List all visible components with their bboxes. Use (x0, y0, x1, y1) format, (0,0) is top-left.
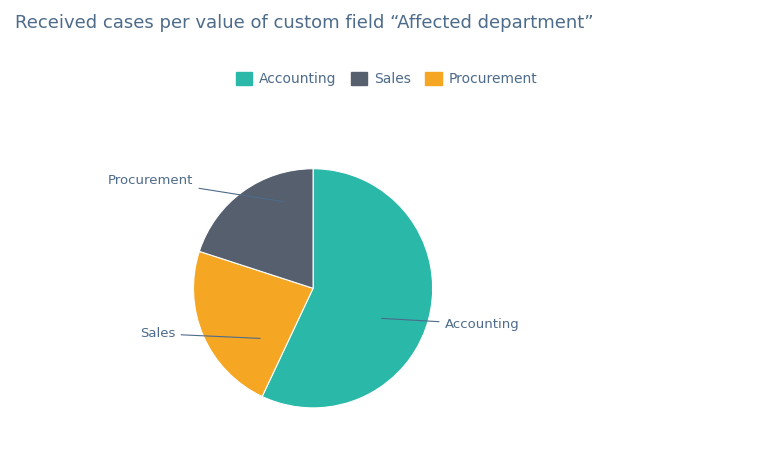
Text: Received cases per value of custom field “Affected department”: Received cases per value of custom field… (15, 14, 594, 32)
Wedge shape (199, 169, 313, 288)
Text: Sales: Sales (140, 327, 260, 340)
Text: Accounting: Accounting (382, 318, 519, 331)
Legend: Accounting, Sales, Procurement: Accounting, Sales, Procurement (230, 66, 543, 92)
Wedge shape (262, 169, 433, 408)
Wedge shape (193, 252, 313, 397)
Text: Procurement: Procurement (108, 174, 284, 202)
